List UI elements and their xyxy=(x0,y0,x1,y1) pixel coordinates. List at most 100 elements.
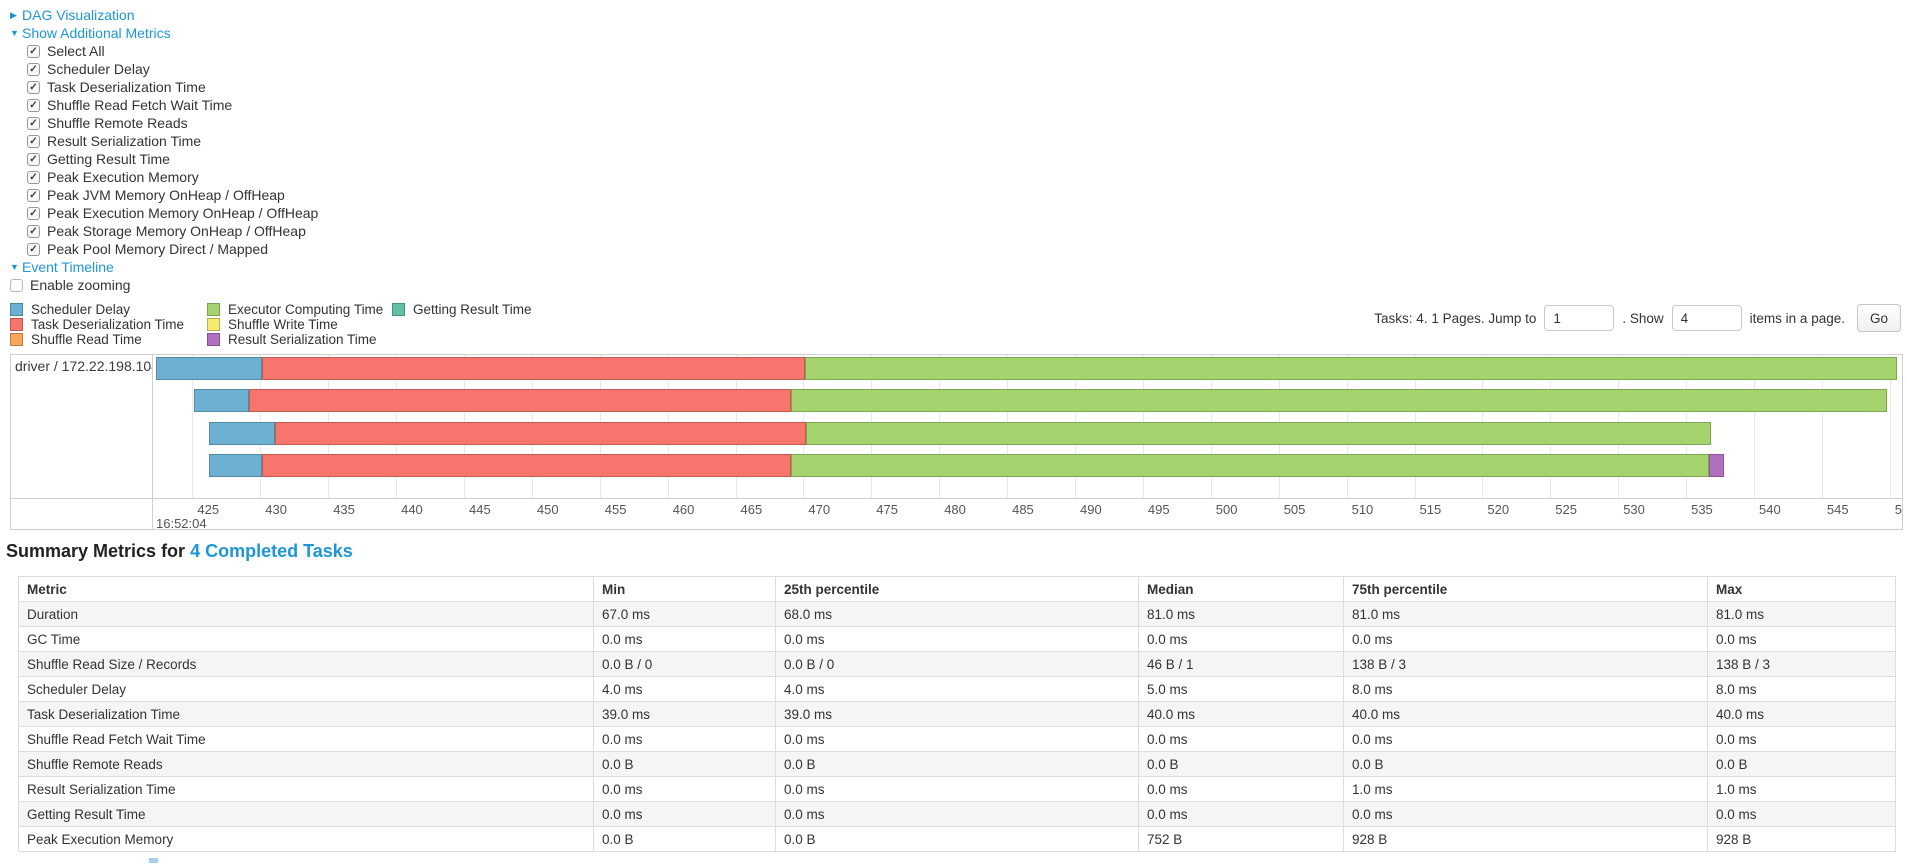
expanded-arrow-icon: ▼ xyxy=(10,262,19,272)
metric-checkbox[interactable]: ✓ xyxy=(27,242,40,256)
timeline-bar-segment-executor_computing_time[interactable] xyxy=(791,454,1710,477)
dag-visualization-toggle[interactable]: ▶ DAG Visualization xyxy=(10,6,318,24)
metric-checkbox-item[interactable]: ✓ Select All xyxy=(27,42,318,60)
jump-to-page-input[interactable] xyxy=(1544,305,1615,331)
summary-column-header: Metric xyxy=(18,576,594,602)
timeline-bar-segment-task_deserialization_time[interactable] xyxy=(261,357,805,380)
summary-metric-value: 40.0 ms xyxy=(1138,701,1344,727)
metric-checkbox[interactable]: ✓ xyxy=(27,134,40,148)
timeline-bar-segment-scheduler_delay[interactable] xyxy=(208,454,262,477)
timeline-tick-label: 425 xyxy=(197,502,220,517)
timeline-tick-label: 520 xyxy=(1487,502,1510,517)
legend-swatch-task_deserialization_time xyxy=(10,318,23,331)
summary-metric-value: 4.0 ms xyxy=(593,676,776,702)
timeline-legend: Scheduler Delay Task Deserialization Time… xyxy=(10,302,532,347)
metric-checkbox[interactable]: ✓ xyxy=(27,62,40,76)
summary-metric-name: Duration xyxy=(18,601,594,627)
event-timeline-link[interactable]: Event Timeline xyxy=(22,259,114,275)
timeline-bar-segment-executor_computing_time[interactable] xyxy=(806,422,1711,445)
go-button[interactable]: Go xyxy=(1856,304,1901,332)
timeline-bar-segment-task_deserialization_time[interactable] xyxy=(261,454,792,477)
summary-metric-name: Getting Result Time xyxy=(18,801,594,827)
timeline-plot: 425 430 435 440 445 450 455 460 465 470 475 480 485 4… xyxy=(153,355,1902,529)
summary-metric-value: 0.0 ms xyxy=(1343,626,1708,652)
show-additional-metrics-link[interactable]: Show Additional Metrics xyxy=(22,25,171,41)
metric-checkbox[interactable]: ✓ xyxy=(27,206,40,220)
task-pagination: Tasks: 4. 1 Pages. Jump to . Show items … xyxy=(1370,304,1901,332)
metric-checkbox-item[interactable]: ✓ Peak JVM Memory OnHeap / OffHeap xyxy=(27,186,318,204)
legend-label: Scheduler Delay xyxy=(31,302,131,317)
legend-label: Shuffle Write Time xyxy=(228,317,338,332)
summary-metrics-heading: Summary Metrics for 4 Completed Tasks xyxy=(6,541,353,562)
timeline-bar-segment-task_deserialization_time[interactable] xyxy=(275,422,807,445)
timeline-bar-segment-task_deserialization_time[interactable] xyxy=(249,389,792,412)
legend-column: Getting Result Time xyxy=(392,302,532,347)
summary-metric-value: 1.0 ms xyxy=(1707,776,1896,802)
timeline-tick-label: 490 xyxy=(1080,502,1102,517)
metric-checkbox-item[interactable]: ✓ Shuffle Remote Reads xyxy=(27,114,318,132)
items-per-page-input[interactable] xyxy=(1671,305,1742,331)
metric-checkbox[interactable]: ✓ xyxy=(27,44,40,58)
metric-checkbox-label: Task Deserialization Time xyxy=(47,79,206,95)
legend-item: Task Deserialization Time xyxy=(10,317,207,332)
metric-checkbox-item[interactable]: ✓ Getting Result Time xyxy=(27,150,318,168)
summary-metric-value: 0.0 B / 0 xyxy=(593,651,776,677)
legend-column: Executor Computing Time Shuffle Write Tim… xyxy=(207,302,392,347)
timeline-tick-label: 530 xyxy=(1623,502,1645,517)
enable-zooming-checkbox[interactable] xyxy=(10,278,23,292)
summary-table-row: Shuffle Remote Reads 0.0 B 0.0 B 0.0 B 0.0 B… xyxy=(18,751,1896,777)
metric-checkbox-item[interactable]: ✓ Peak Execution Memory OnHeap / OffHeap xyxy=(27,204,318,222)
metric-checkbox[interactable]: ✓ xyxy=(27,80,40,94)
summary-metric-value: 0.0 B / 0 xyxy=(775,651,1139,677)
summary-column-header: Median xyxy=(1138,576,1344,602)
metric-checkbox-item[interactable]: ✓ Peak Pool Memory Direct / Mapped xyxy=(27,240,318,258)
summary-metric-value: 0.0 ms xyxy=(1707,626,1896,652)
summary-metric-value: 0.0 ms xyxy=(775,626,1139,652)
metric-checkbox[interactable]: ✓ xyxy=(27,188,40,202)
clipped-next-section-fragment xyxy=(149,858,158,863)
timeline-bar-segment-executor_computing_time[interactable] xyxy=(791,389,1887,412)
summary-metric-value: 0.0 B xyxy=(1138,751,1344,777)
summary-table-row: Result Serialization Time 0.0 ms 0.0 ms 0.0… xyxy=(18,776,1896,802)
metric-checkbox-item[interactable]: ✓ Task Deserialization Time xyxy=(27,78,318,96)
timeline-bar-segment-scheduler_delay[interactable] xyxy=(208,422,276,445)
legend-column: Scheduler Delay Task Deserialization Time… xyxy=(10,302,207,347)
timeline-tick-label: 500 xyxy=(1215,502,1238,517)
summary-metric-value: 8.0 ms xyxy=(1343,676,1708,702)
metric-checkbox-item[interactable]: ✓ Peak Storage Memory OnHeap / OffHeap xyxy=(27,222,318,240)
metric-checkbox-item[interactable]: ✓ Scheduler Delay xyxy=(27,60,318,78)
summary-metric-value: 68.0 ms xyxy=(775,601,1139,627)
metric-checkbox[interactable]: ✓ xyxy=(27,98,40,112)
summary-metric-name: Peak Execution Memory xyxy=(18,826,594,852)
metric-checkbox[interactable]: ✓ xyxy=(27,224,40,238)
metric-checkbox-item[interactable]: ✓ Shuffle Read Fetch Wait Time xyxy=(27,96,318,114)
expanded-arrow-icon: ▼ xyxy=(10,28,19,38)
summary-metric-value: 81.0 ms xyxy=(1707,601,1896,627)
legend-swatch-getting_result_time xyxy=(392,303,405,316)
metric-checkbox[interactable]: ✓ xyxy=(27,116,40,130)
metric-checkbox-item[interactable]: ✓ Peak Execution Memory xyxy=(27,168,318,186)
legend-and-pagination-row: Scheduler Delay Task Deserialization Time… xyxy=(10,302,1901,347)
timeline-bar-segment-executor_computing_time[interactable] xyxy=(804,357,1897,380)
summary-column-header: Min xyxy=(593,576,776,602)
timeline-bar-segment-result_serialization_time[interactable] xyxy=(1709,454,1725,477)
legend-label: Executor Computing Time xyxy=(228,302,384,317)
timeline-bar-segment-scheduler_delay[interactable] xyxy=(193,389,250,412)
legend-item: Shuffle Write Time xyxy=(207,317,392,332)
legend-swatch-result_serialization_time xyxy=(207,333,220,346)
event-timeline-toggle[interactable]: ▼ Event Timeline xyxy=(10,258,318,276)
metric-checkbox-label: Scheduler Delay xyxy=(47,61,150,77)
metric-checkbox[interactable]: ✓ xyxy=(27,152,40,166)
show-additional-metrics-toggle[interactable]: ▼ Show Additional Metrics xyxy=(10,24,318,42)
metric-checkbox[interactable]: ✓ xyxy=(27,170,40,184)
summary-table-row: Duration 67.0 ms 68.0 ms 81.0 ms 81.0 ms 81.0… xyxy=(18,601,1896,627)
metric-checkbox-item[interactable]: ✓ Result Serialization Time xyxy=(27,132,318,150)
enable-zooming-row[interactable]: Enable zooming xyxy=(10,276,318,294)
dag-visualization-link[interactable]: DAG Visualization xyxy=(22,7,135,23)
timeline-gridline xyxy=(1754,355,1755,498)
completed-tasks-link[interactable]: 4 Completed Tasks xyxy=(190,541,353,561)
timeline-time-label: 16:52:04 xyxy=(156,516,207,529)
pagination-show-text: . Show xyxy=(1622,310,1664,326)
timeline-bar-segment-scheduler_delay[interactable] xyxy=(155,357,262,380)
